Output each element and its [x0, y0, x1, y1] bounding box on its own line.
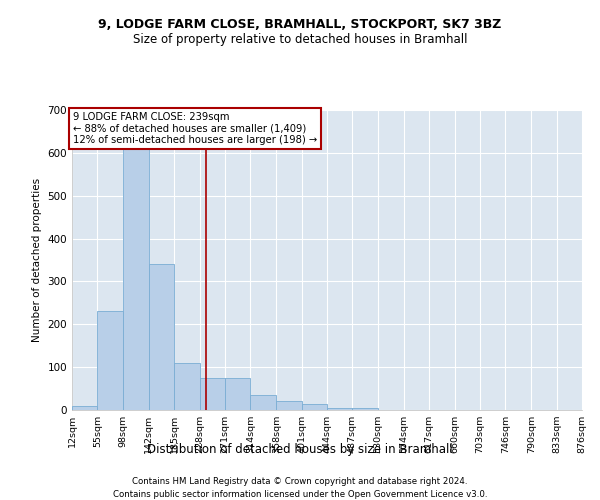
- Text: Size of property relative to detached houses in Bramhall: Size of property relative to detached ho…: [133, 32, 467, 46]
- Bar: [149, 264, 174, 410]
- Text: 9, LODGE FARM CLOSE, BRAMHALL, STOCKPORT, SK7 3BZ: 9, LODGE FARM CLOSE, BRAMHALL, STOCKPORT…: [98, 18, 502, 30]
- Bar: [276, 402, 302, 410]
- Bar: [123, 144, 149, 410]
- Bar: [72, 406, 97, 410]
- Text: Contains HM Land Registry data © Crown copyright and database right 2024.: Contains HM Land Registry data © Crown c…: [132, 478, 468, 486]
- Bar: [225, 378, 250, 410]
- Bar: [250, 395, 276, 410]
- Text: Contains public sector information licensed under the Open Government Licence v3: Contains public sector information licen…: [113, 490, 487, 499]
- Text: Distribution of detached houses by size in Bramhall: Distribution of detached houses by size …: [147, 442, 453, 456]
- Text: 9 LODGE FARM CLOSE: 239sqm
← 88% of detached houses are smaller (1,409)
12% of s: 9 LODGE FARM CLOSE: 239sqm ← 88% of deta…: [73, 112, 317, 146]
- Bar: [352, 408, 378, 410]
- Y-axis label: Number of detached properties: Number of detached properties: [32, 178, 42, 342]
- Bar: [199, 378, 225, 410]
- Bar: [174, 363, 199, 410]
- Bar: [327, 408, 352, 410]
- Bar: [302, 404, 327, 410]
- Bar: [97, 312, 123, 410]
